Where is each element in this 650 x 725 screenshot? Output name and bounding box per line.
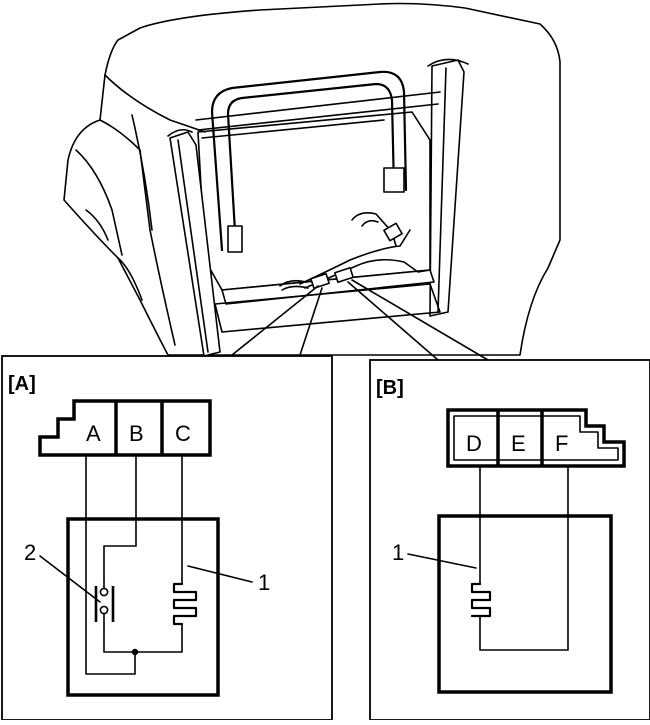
pin-a-label: A	[86, 421, 101, 446]
leader-line-a	[231, 285, 319, 356]
pin-e-label: E	[511, 431, 526, 456]
leader-line-b	[351, 279, 489, 361]
panel-a-frame	[1, 355, 333, 721]
headrest-support-loop	[210, 70, 408, 252]
frame-right-rail-edge	[437, 67, 447, 313]
frame-left-rail	[169, 131, 221, 357]
frame-right-rail-cap	[427, 58, 469, 67]
headrest-bar	[197, 103, 439, 131]
panel-b-label: [B]	[376, 377, 404, 399]
connector-b-inner	[453, 415, 619, 461]
heater-element-b	[470, 582, 492, 618]
callout-2: 2	[24, 540, 36, 565]
callout-1-a-leader	[187, 565, 253, 583]
cushion-contour	[99, 119, 176, 346]
frame-left-rail-edge	[177, 139, 209, 353]
cushion-contour	[131, 114, 153, 231]
panel-a-label: [A]	[8, 373, 36, 395]
connector-a-on-seat	[310, 272, 330, 290]
harness-clip-right	[383, 167, 405, 193]
thermostat-switch	[94, 577, 115, 631]
wire-pin-a	[85, 454, 136, 675]
lower-cross-member	[221, 269, 435, 305]
pin-b-label: B	[129, 421, 144, 446]
panel-b-frame	[369, 359, 650, 721]
seat-illustration	[63, 2, 561, 361]
leader-line-a	[299, 287, 323, 356]
wire-junction	[131, 648, 139, 656]
pin-f-label: F	[555, 431, 568, 456]
pin-d-label: D	[466, 431, 482, 456]
panel-b: [B] D E F 1	[369, 359, 650, 721]
cushion-contour	[85, 209, 109, 241]
frame-left-rail-cap	[167, 128, 193, 137]
callout-1-b: 1	[392, 540, 404, 565]
wire-pin-b	[103, 454, 137, 579]
wire-harness	[351, 212, 397, 247]
connector-b	[446, 408, 626, 468]
callout-2-leader	[39, 555, 101, 603]
pin-c-label: C	[175, 421, 191, 446]
seat-heater-unit-a	[66, 517, 220, 697]
harness-connector	[383, 222, 403, 242]
leader-line-b	[347, 281, 439, 361]
callout-1-a: 1	[258, 570, 270, 595]
wire-harness	[279, 279, 307, 287]
harness-clip-left	[227, 225, 243, 253]
wire-harness	[361, 219, 379, 227]
cushion-contour	[75, 149, 123, 256]
headrest-bar	[201, 119, 385, 139]
cushion-contour	[104, 74, 206, 133]
callout-1-b-leader	[407, 553, 477, 569]
cushion-contour	[117, 257, 143, 301]
headrest-support-loop	[226, 82, 396, 250]
connector-b-on-seat	[334, 266, 354, 284]
wire-common	[103, 623, 183, 653]
connector-a	[38, 399, 212, 457]
seat-heater-unit-b	[437, 514, 613, 694]
wire-harness	[281, 285, 309, 291]
panel-a: [A] A B C 2 1	[1, 355, 333, 721]
headrest-bar	[195, 91, 441, 121]
wire-pin-f	[479, 465, 569, 651]
heater-element-a	[172, 582, 198, 626]
